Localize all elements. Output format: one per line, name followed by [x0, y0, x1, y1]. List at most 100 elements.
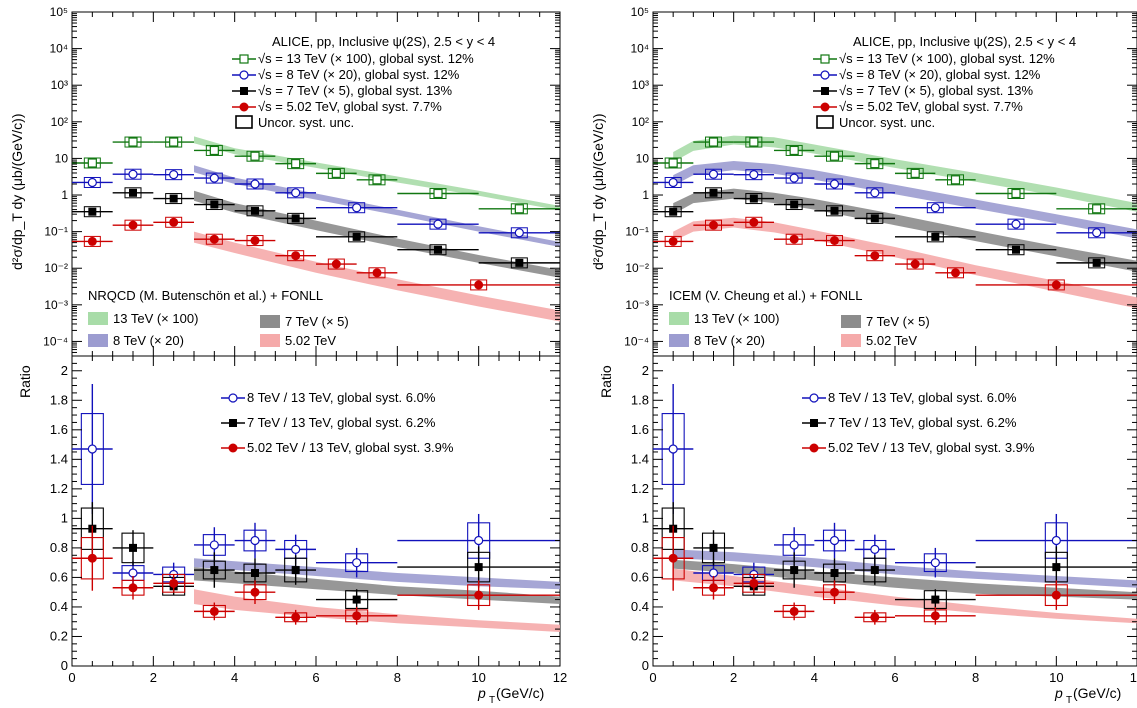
left-ratio-legend-marker [228, 443, 238, 453]
left-top-point [250, 236, 260, 246]
left-top-syst-box [83, 176, 101, 188]
right-ratio-legend-entry: 7 TeV / 13 TeV, global syst. 6.2% [828, 415, 1017, 430]
right-top-point [749, 137, 759, 147]
right-model-entry: 5.02 TeV [866, 333, 917, 348]
right-top-ytick-label: 10⁴ [630, 42, 649, 56]
svg-text:T: T [489, 695, 495, 706]
left-top-syst-box [327, 167, 345, 179]
left-legend-entry: √s = 13 TeV (× 100), global syst. 12% [258, 51, 474, 66]
right-legend-entry: √s = 7 TeV (× 5), global syst. 13% [839, 83, 1033, 98]
right-bottom-band-0 [673, 549, 1137, 588]
left-top-syst-box [165, 136, 183, 148]
left-bottom-point [128, 583, 138, 593]
left-model-swatch [260, 334, 280, 347]
left-bottom-xtick-label: 6 [312, 670, 319, 685]
right-bottom-point [708, 568, 719, 578]
right-top-syst-box [906, 258, 924, 270]
right-top-syst-box [785, 233, 803, 245]
left-top-point [88, 207, 97, 216]
left-top-point [169, 194, 178, 203]
left-top-syst-box [368, 267, 386, 279]
right-top-syst-box [664, 157, 682, 169]
right-bottom-point [709, 583, 718, 593]
left-top-syst-box [287, 250, 305, 262]
right-bottom-xtick-label: 2 [730, 670, 737, 685]
left-top-point [433, 188, 443, 199]
left-top-syst-box [205, 233, 223, 245]
left-model-title: NRQCD (M. Butenschön et al.) + FONLL [88, 288, 323, 303]
right-top-ytick-label: 10³ [632, 78, 649, 92]
data-points [72, 136, 1137, 625]
right-bottom-point [931, 595, 940, 604]
left-top-syst-box [165, 169, 183, 181]
left-top-point [169, 137, 179, 147]
right-bottom-point [668, 553, 678, 563]
right-bottom-point [1052, 563, 1061, 572]
right-top-syst-box [1088, 257, 1106, 269]
left-bottom-syst-box [345, 553, 369, 573]
left-bottom-syst-box [345, 609, 369, 623]
left-top-syst-box [205, 144, 223, 156]
left-top-syst-box [246, 150, 264, 162]
left-bottom-ytick-label: 0.2 [50, 628, 68, 643]
right-bottom-ytick-label: 1.2 [631, 481, 649, 496]
right-legend-entry: Uncor. syst. unc. [839, 115, 935, 130]
right-bottom-point [870, 544, 880, 554]
left-top-point [87, 236, 97, 246]
right-top-point [668, 158, 678, 168]
left-top-point [514, 228, 524, 238]
left-top-band-0 [194, 136, 560, 211]
left-top-band-1 [194, 165, 560, 247]
right-legend-box [816, 115, 834, 129]
left-top-point [209, 173, 219, 183]
left-ratio-legend-marker [228, 393, 238, 403]
right-ratio-legend-marker [809, 443, 819, 453]
right-top-point [910, 259, 920, 269]
left-bottom-point [474, 535, 484, 546]
right-bottom-syst-box [701, 579, 726, 596]
left-top-syst-box [246, 178, 264, 190]
left-top-syst-box [429, 244, 447, 256]
right-bottom-point [789, 540, 799, 550]
right-top-syst-box [705, 219, 722, 231]
right-top-syst-box [1007, 188, 1025, 200]
left-bottom-point [87, 444, 97, 454]
svg-text:p: p [1054, 685, 1063, 701]
right-top-syst-box [664, 206, 682, 218]
left-bottom-syst-box [467, 584, 491, 607]
left-top-syst-box [83, 235, 101, 247]
left-bottom-xtick-label: 12 [553, 670, 567, 685]
left-ratio-legend-entry: 5.02 TeV / 13 TeV, global syst. 3.9% [247, 440, 454, 455]
left-model-swatch [260, 315, 280, 328]
right-top-syst-box [826, 178, 843, 190]
left-top-point [209, 145, 219, 156]
left-top-syst-box [470, 279, 488, 291]
left-top-point [210, 200, 219, 209]
left-bottom-point [87, 553, 97, 563]
left-legend-marker [239, 70, 249, 80]
right-top-point [829, 179, 840, 189]
left-top-syst-box [124, 219, 142, 231]
left-top-point [169, 170, 179, 180]
left-top-point [291, 251, 301, 261]
right-top-syst-box [826, 205, 843, 217]
left-bottom-point [251, 569, 259, 577]
right-model-swatch [841, 334, 861, 347]
left-top-point [514, 204, 524, 214]
left-top-point [433, 219, 443, 229]
left-bottom-syst-box [284, 557, 308, 583]
right-top-syst-box [745, 169, 763, 181]
axis-ticks: 02468101202468101210⁻⁴10⁻³10⁻²10⁻¹11010²… [43, 5, 1137, 685]
right-legend-marker [820, 102, 830, 112]
left-top-ytick-label: 10⁴ [49, 42, 68, 56]
left-top-syst-box [165, 216, 183, 228]
right-model-entry: 7 TeV (× 5) [866, 314, 930, 329]
right-top-syst-box [947, 267, 964, 279]
left-bottom-point [169, 578, 179, 588]
left-bottom-point [291, 544, 301, 554]
left-bottom-point [474, 590, 484, 600]
right-top-point [749, 217, 759, 227]
right-bottom-xtick-label: 10 [1049, 670, 1063, 685]
left-bottom-xtick-label: 4 [231, 670, 238, 685]
left-top-ytick-label: 10⁻¹ [44, 225, 68, 239]
